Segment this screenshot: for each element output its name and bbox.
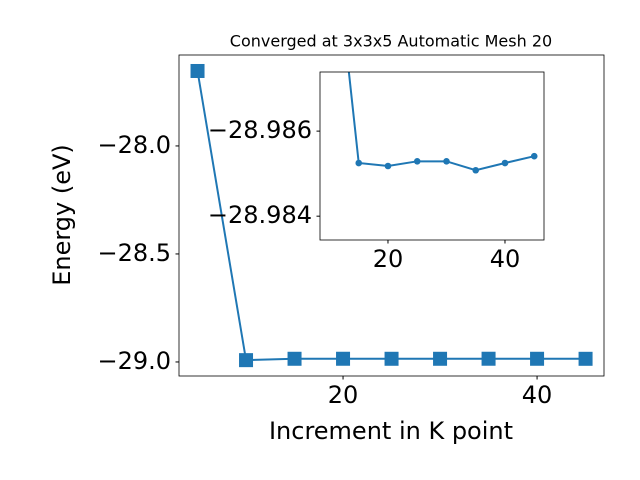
marker bbox=[355, 159, 363, 167]
marker bbox=[239, 353, 254, 368]
x-axis-label: Increment in K point bbox=[269, 417, 513, 445]
marker bbox=[501, 159, 509, 167]
y-tick-label: −28.984 bbox=[208, 201, 312, 229]
marker bbox=[481, 351, 496, 366]
marker bbox=[190, 63, 205, 78]
x-tick-label: 20 bbox=[373, 245, 404, 273]
x-tick-label: 40 bbox=[490, 245, 521, 273]
y-tick-label: −28.5 bbox=[97, 239, 171, 267]
marker bbox=[472, 166, 480, 174]
plot-background bbox=[320, 72, 544, 240]
y-axis-label: Energy (eV) bbox=[48, 144, 76, 286]
plot-area bbox=[347, 72, 538, 174]
marker bbox=[433, 351, 448, 366]
y-tick-label: −29.0 bbox=[97, 347, 171, 375]
axes-frame bbox=[319, 71, 545, 241]
marker bbox=[384, 351, 399, 366]
axes-frame bbox=[178, 54, 605, 377]
marker bbox=[384, 162, 392, 170]
y-tick-label: −28.0 bbox=[97, 131, 171, 159]
marker bbox=[530, 152, 538, 160]
marker bbox=[413, 158, 421, 165]
x-tick-label: 20 bbox=[328, 381, 359, 409]
marker bbox=[578, 351, 593, 366]
chart-title: Converged at 3x3x5 Automatic Mesh 20 bbox=[230, 32, 552, 51]
series-line bbox=[347, 72, 535, 172]
marker bbox=[443, 158, 450, 165]
marker bbox=[530, 351, 545, 366]
plot-area bbox=[190, 63, 593, 368]
marker bbox=[287, 351, 302, 366]
y-tick-label: −28.986 bbox=[208, 116, 312, 144]
marker bbox=[336, 351, 351, 366]
x-tick-label: 40 bbox=[522, 381, 553, 409]
